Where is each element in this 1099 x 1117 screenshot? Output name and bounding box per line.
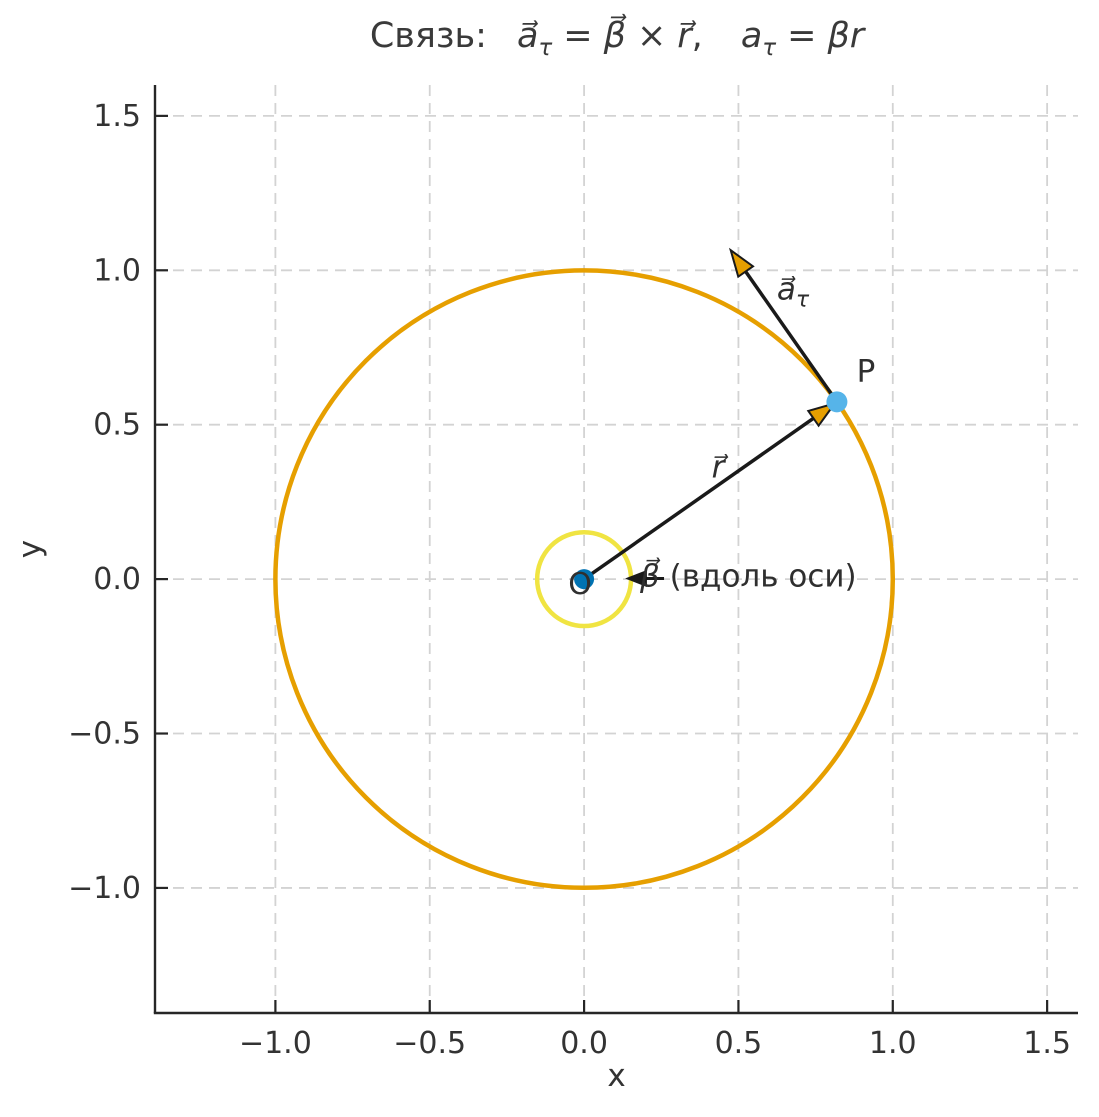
title-vec-a: a⃗: [516, 16, 539, 56]
y-axis-label: y: [12, 540, 48, 558]
title-vec-r: r⃗: [677, 16, 692, 56]
a-tau-vector-label: a⃗τ: [776, 271, 810, 313]
title-equals2: =: [787, 16, 817, 56]
a-tau-vector-shaft: [744, 270, 839, 403]
y-tick-label: −1.0: [68, 871, 141, 906]
x-tick-label: 1.5: [1023, 1026, 1071, 1061]
point-p-label: P: [856, 353, 876, 390]
y-tick-label: 0.0: [93, 562, 141, 597]
y-tick-label: 1.5: [93, 99, 141, 134]
x-axis-label: x: [607, 1058, 625, 1094]
a-tau-vector-head: [728, 247, 755, 279]
x-tick-label: −0.5: [393, 1026, 466, 1061]
beta-vector-label: β⃗ (вдоль оси): [640, 558, 857, 595]
particle-point-P: [826, 391, 848, 413]
title-comma: ,: [691, 16, 703, 56]
beta-vector-head: [625, 570, 647, 587]
x-tick-label: 1.0: [869, 1026, 917, 1061]
chart-title: Связь: a⃗ τ = β⃗ × r⃗, a τ = βr: [155, 16, 1079, 61]
x-tick-label: 0.0: [560, 1026, 608, 1061]
y-tick-label: 1.0: [93, 253, 141, 288]
x-tick-label: −1.0: [239, 1026, 312, 1061]
title-equals: =: [563, 16, 593, 56]
y-tick-label: −0.5: [68, 717, 141, 752]
title-tau-sub: τ: [538, 35, 553, 61]
r-vector-label: r⃗: [711, 449, 725, 486]
title-prefix: Связь:: [369, 16, 487, 56]
r-vector-head: [806, 401, 838, 428]
center-point-O: [574, 569, 595, 590]
title-tau-sub2: τ: [762, 35, 777, 61]
point-o-label: O: [568, 567, 592, 602]
title-beta-r: βr: [827, 16, 865, 56]
x-tick-label: 0.5: [715, 1026, 763, 1061]
y-tick-label: 0.5: [93, 408, 141, 443]
title-times: ×: [636, 16, 667, 56]
title-vec-beta: β⃗: [603, 16, 626, 56]
trajectory-circle: [273, 268, 896, 891]
r-vector-shaft: [583, 416, 815, 581]
title-a-scalar: a: [740, 16, 763, 56]
